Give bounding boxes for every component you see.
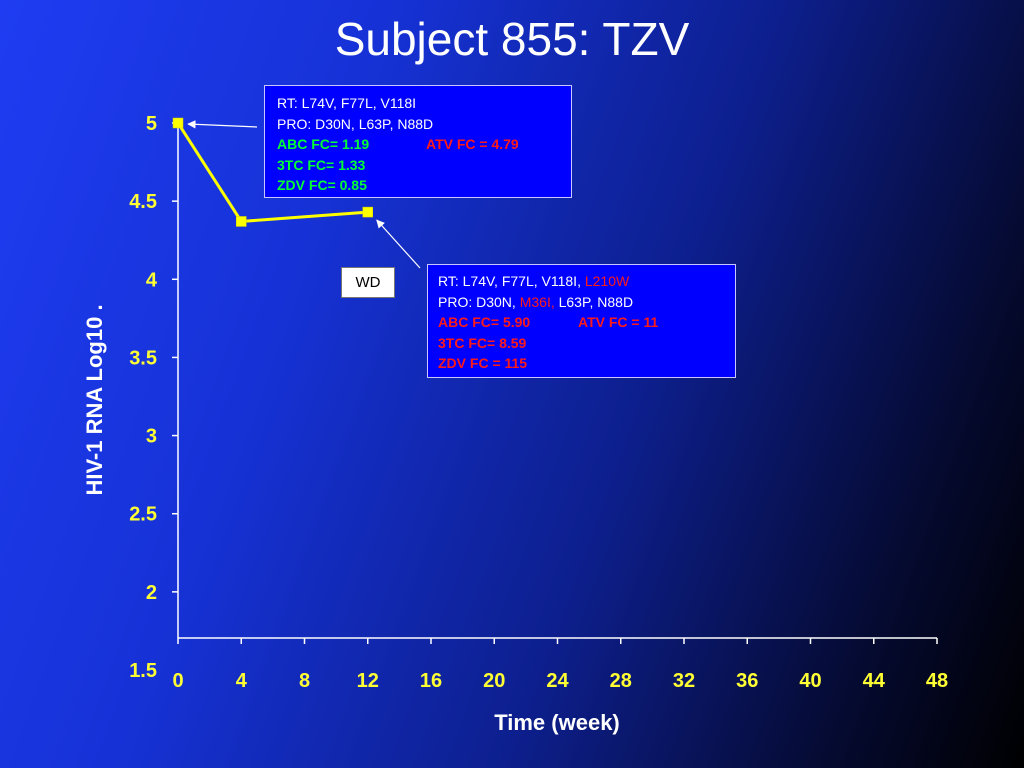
box2-atv: ATV FC = 11 (578, 314, 659, 330)
arrow-week12 (376, 219, 421, 269)
x-tick-label: 44 (863, 670, 886, 692)
annotation-box-week12: RT: L74V, F77L, V118I, L210W PRO: D30N, … (427, 264, 736, 378)
annotation-arrows (187, 120, 421, 269)
x-tick-label: 40 (799, 670, 821, 692)
x-tick-label: 16 (420, 670, 442, 692)
chart-title: Subject 855: TZV (334, 13, 690, 65)
box1-3tc: 3TC FC= 1.33 (277, 156, 366, 173)
y-tick-labels: 1.5 2 2.5 3 3.5 4 4.5 5 (129, 113, 178, 682)
y-axis-title: HIV-1 RNA Log10 . (82, 304, 107, 495)
box1-abc-atv-row: ABC FC= 1.19 ATV FC = 4.79 (277, 134, 571, 155)
box1-atv: ATV FC = 4.79 (426, 136, 519, 152)
x-tick-label: 28 (610, 670, 632, 692)
box2-pro-a: PRO: D30N, (438, 293, 516, 310)
data-point (362, 206, 373, 218)
y-tick-label: 3.5 (129, 347, 157, 369)
data-point (172, 117, 184, 129)
box2-3tc: 3TC FC= 8.59 (438, 334, 527, 351)
y-tick-label: 2.5 (129, 504, 157, 526)
box2-pro-b: M36I, (519, 293, 555, 310)
x-tick-label: 24 (546, 670, 569, 692)
series-layer (172, 117, 373, 227)
box2-pro-c: L63P, N88D (558, 293, 634, 310)
x-tick-label: 12 (357, 670, 379, 692)
x-tick-label: 36 (736, 670, 758, 692)
x-tick-label: 48 (926, 670, 948, 692)
annotation-box-baseline: RT: L74V, F77L, V118I PRO: D30N, L63P, N… (264, 85, 572, 198)
box2-abc-atv-row: ABC FC= 5.90 ATV FC = 11 (438, 312, 735, 333)
box2-rt-b: L210W (584, 273, 630, 289)
y-tick-label: 2 (146, 582, 157, 604)
box2-abc: ABC FC= 5.90 (438, 314, 531, 330)
x-tick-label: 0 (172, 670, 183, 692)
arrow-baseline (187, 120, 258, 129)
data-point (236, 216, 247, 227)
y-tick-label: 3 (146, 426, 157, 448)
x-tick-label: 20 (483, 670, 505, 692)
box2-zdv: ZDV FC = 115 (438, 355, 528, 371)
y-tick-label: 4.5 (129, 191, 157, 213)
y-tick-label: 5 (146, 113, 157, 135)
box1-zdv: ZDV FC= 0.85 (277, 177, 367, 193)
box2-rt: RT: L74V, F77L, V118I, L210W (438, 271, 735, 292)
x-axis-title: Time (week) (494, 710, 620, 735)
box1-abc: ABC FC= 1.19 (277, 136, 370, 152)
y-tick-label: 4 (146, 269, 158, 291)
x-tick-labels: 0 4 8 12 16 20 24 28 32 36 40 44 48 (172, 638, 948, 692)
x-tick-label: 4 (236, 670, 248, 692)
y-tick-label: 1.5 (129, 660, 157, 682)
x-tick-label: 32 (673, 670, 695, 692)
x-tick-label: 8 (299, 670, 310, 692)
box1-pro: PRO: D30N, L63P, N88D (277, 115, 434, 132)
box2-pro: PRO: D30N, M36I, L63P, N88D (438, 292, 735, 313)
box2-rt-a: RT: L74V, F77L, V118I, (438, 273, 581, 289)
wd-label: WD (341, 267, 395, 298)
box1-rt: RT: L74V, F77L, V118I (277, 95, 417, 111)
